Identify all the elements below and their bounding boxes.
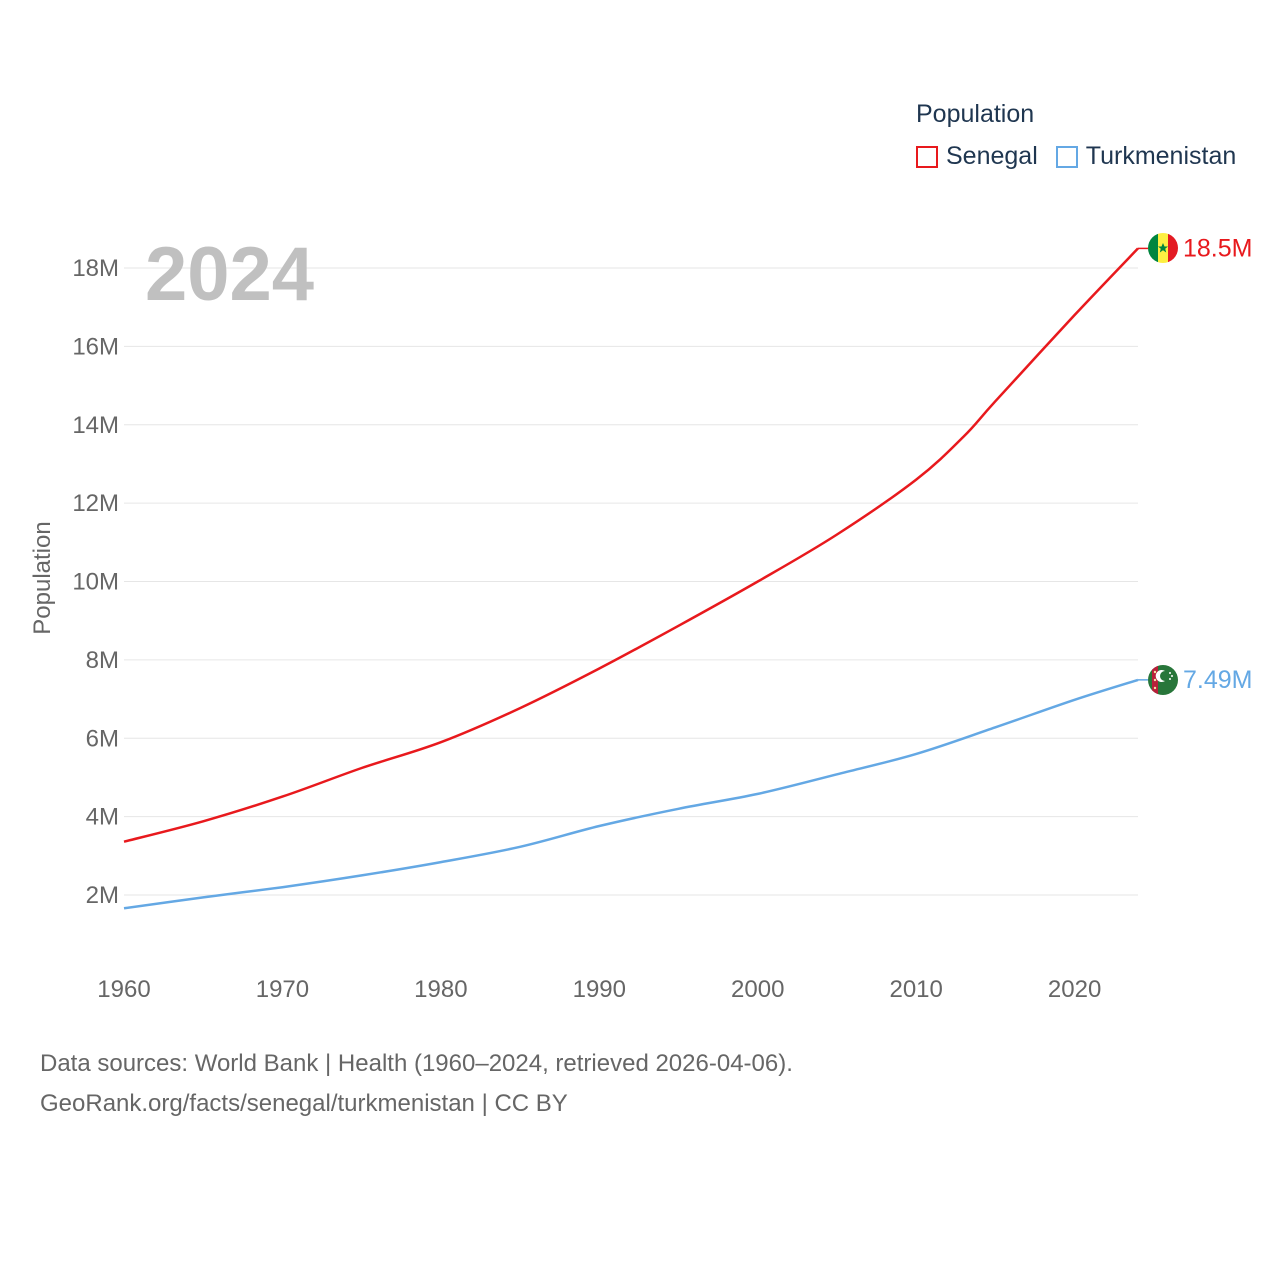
y-axis-label: Population <box>29 521 56 634</box>
footer: Data sources: World Bank | Health (1960–… <box>40 1044 793 1124</box>
x-tick-label: 1990 <box>573 976 626 1003</box>
y-tick-label: 12M <box>72 490 119 517</box>
x-tick-label: 1980 <box>414 976 467 1003</box>
end-label-turkmenistan: 7.49M <box>1183 666 1252 694</box>
series-lines: 18.5M 7.49M <box>123 234 1252 910</box>
y-tick-label: 2M <box>86 882 119 909</box>
legend-swatch-senegal <box>916 145 938 168</box>
end-label-senegal: 18.5M <box>1183 234 1252 262</box>
legend: Senegal Turkmenistan <box>916 142 1254 171</box>
data-source-text: Data sources: World Bank | Health (1960–… <box>40 1050 793 1077</box>
source-link[interactable]: GeoRank.org/facts/senegal/turkmenistan |… <box>40 1090 568 1117</box>
series-line-senegal <box>123 247 1139 843</box>
y-tick-label: 18M <box>72 255 119 282</box>
y-tick-label: 14M <box>72 412 119 439</box>
x-tick-label: 2000 <box>731 976 784 1003</box>
x-tick-label: 2010 <box>889 976 942 1003</box>
legend-swatch-turkmenistan <box>1055 145 1078 168</box>
legend-title: Population <box>916 100 1035 128</box>
legend-item-turkmenistan[interactable]: Turkmenistan <box>1055 142 1237 171</box>
turkmenistan-flag-icon <box>1148 665 1178 695</box>
y-axis-ticks: 2M 4M 6M 8M 10M 12M 14M 16M 18M <box>72 255 119 909</box>
y-tick-label: 8M <box>86 647 119 674</box>
x-axis-ticks: 1960 1970 1980 1990 2000 2010 2020 <box>97 976 1101 1003</box>
x-tick-label: 1960 <box>97 976 150 1003</box>
y-tick-label: 16M <box>72 333 119 360</box>
y-tick-label: 6M <box>86 725 119 752</box>
y-tick-label: 10M <box>72 569 119 596</box>
year-watermark: 2024 <box>145 232 314 317</box>
legend-item-senegal[interactable]: Senegal <box>916 142 1038 171</box>
grid-lines <box>124 267 1138 896</box>
series-line-turkmenistan <box>123 678 1139 910</box>
senegal-flag-icon <box>1148 233 1178 263</box>
legend-label-turkmenistan: Turkmenistan <box>1085 142 1237 170</box>
x-tick-label: 2020 <box>1048 976 1101 1003</box>
x-tick-label: 1970 <box>256 976 309 1003</box>
legend-label-senegal: Senegal <box>946 142 1038 170</box>
y-tick-label: 4M <box>86 804 119 831</box>
